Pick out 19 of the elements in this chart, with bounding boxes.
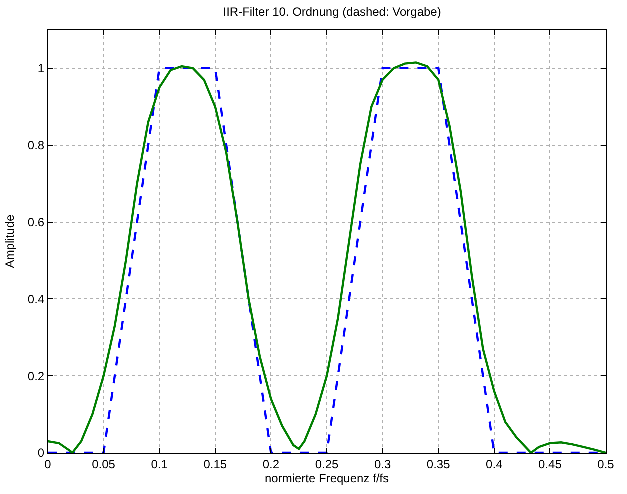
x-tick-label: 0.2 <box>262 457 280 472</box>
x-tick-label: 0.25 <box>315 457 339 472</box>
chart-title: IIR-Filter 10. Ordnung (dashed: Vorgabe) <box>223 4 442 19</box>
x-axis-title: normierte Frequenz f/fs <box>264 471 390 486</box>
x-tick-label: 0.45 <box>538 457 562 472</box>
y-tick-label: 0.2 <box>28 369 45 384</box>
y-tick-label: 1 <box>38 62 45 76</box>
y-axis-title: Amplitude <box>3 214 17 268</box>
y-tick-label: 0.4 <box>28 292 45 306</box>
x-tick-label: 0.5 <box>598 457 615 472</box>
x-tick-label: 0.3 <box>374 457 392 472</box>
x-tick-label: 0.35 <box>426 457 451 472</box>
x-tick-label: 0.05 <box>92 457 116 472</box>
y-tick-label: 0.6 <box>28 215 45 230</box>
y-tick-label: 0.8 <box>28 138 45 153</box>
y-tick-label: 0 <box>38 446 45 460</box>
x-tick-label: 0.4 <box>486 457 504 472</box>
x-tick-label: 0.15 <box>204 457 228 472</box>
x-tick-label: 0.1 <box>151 457 168 472</box>
